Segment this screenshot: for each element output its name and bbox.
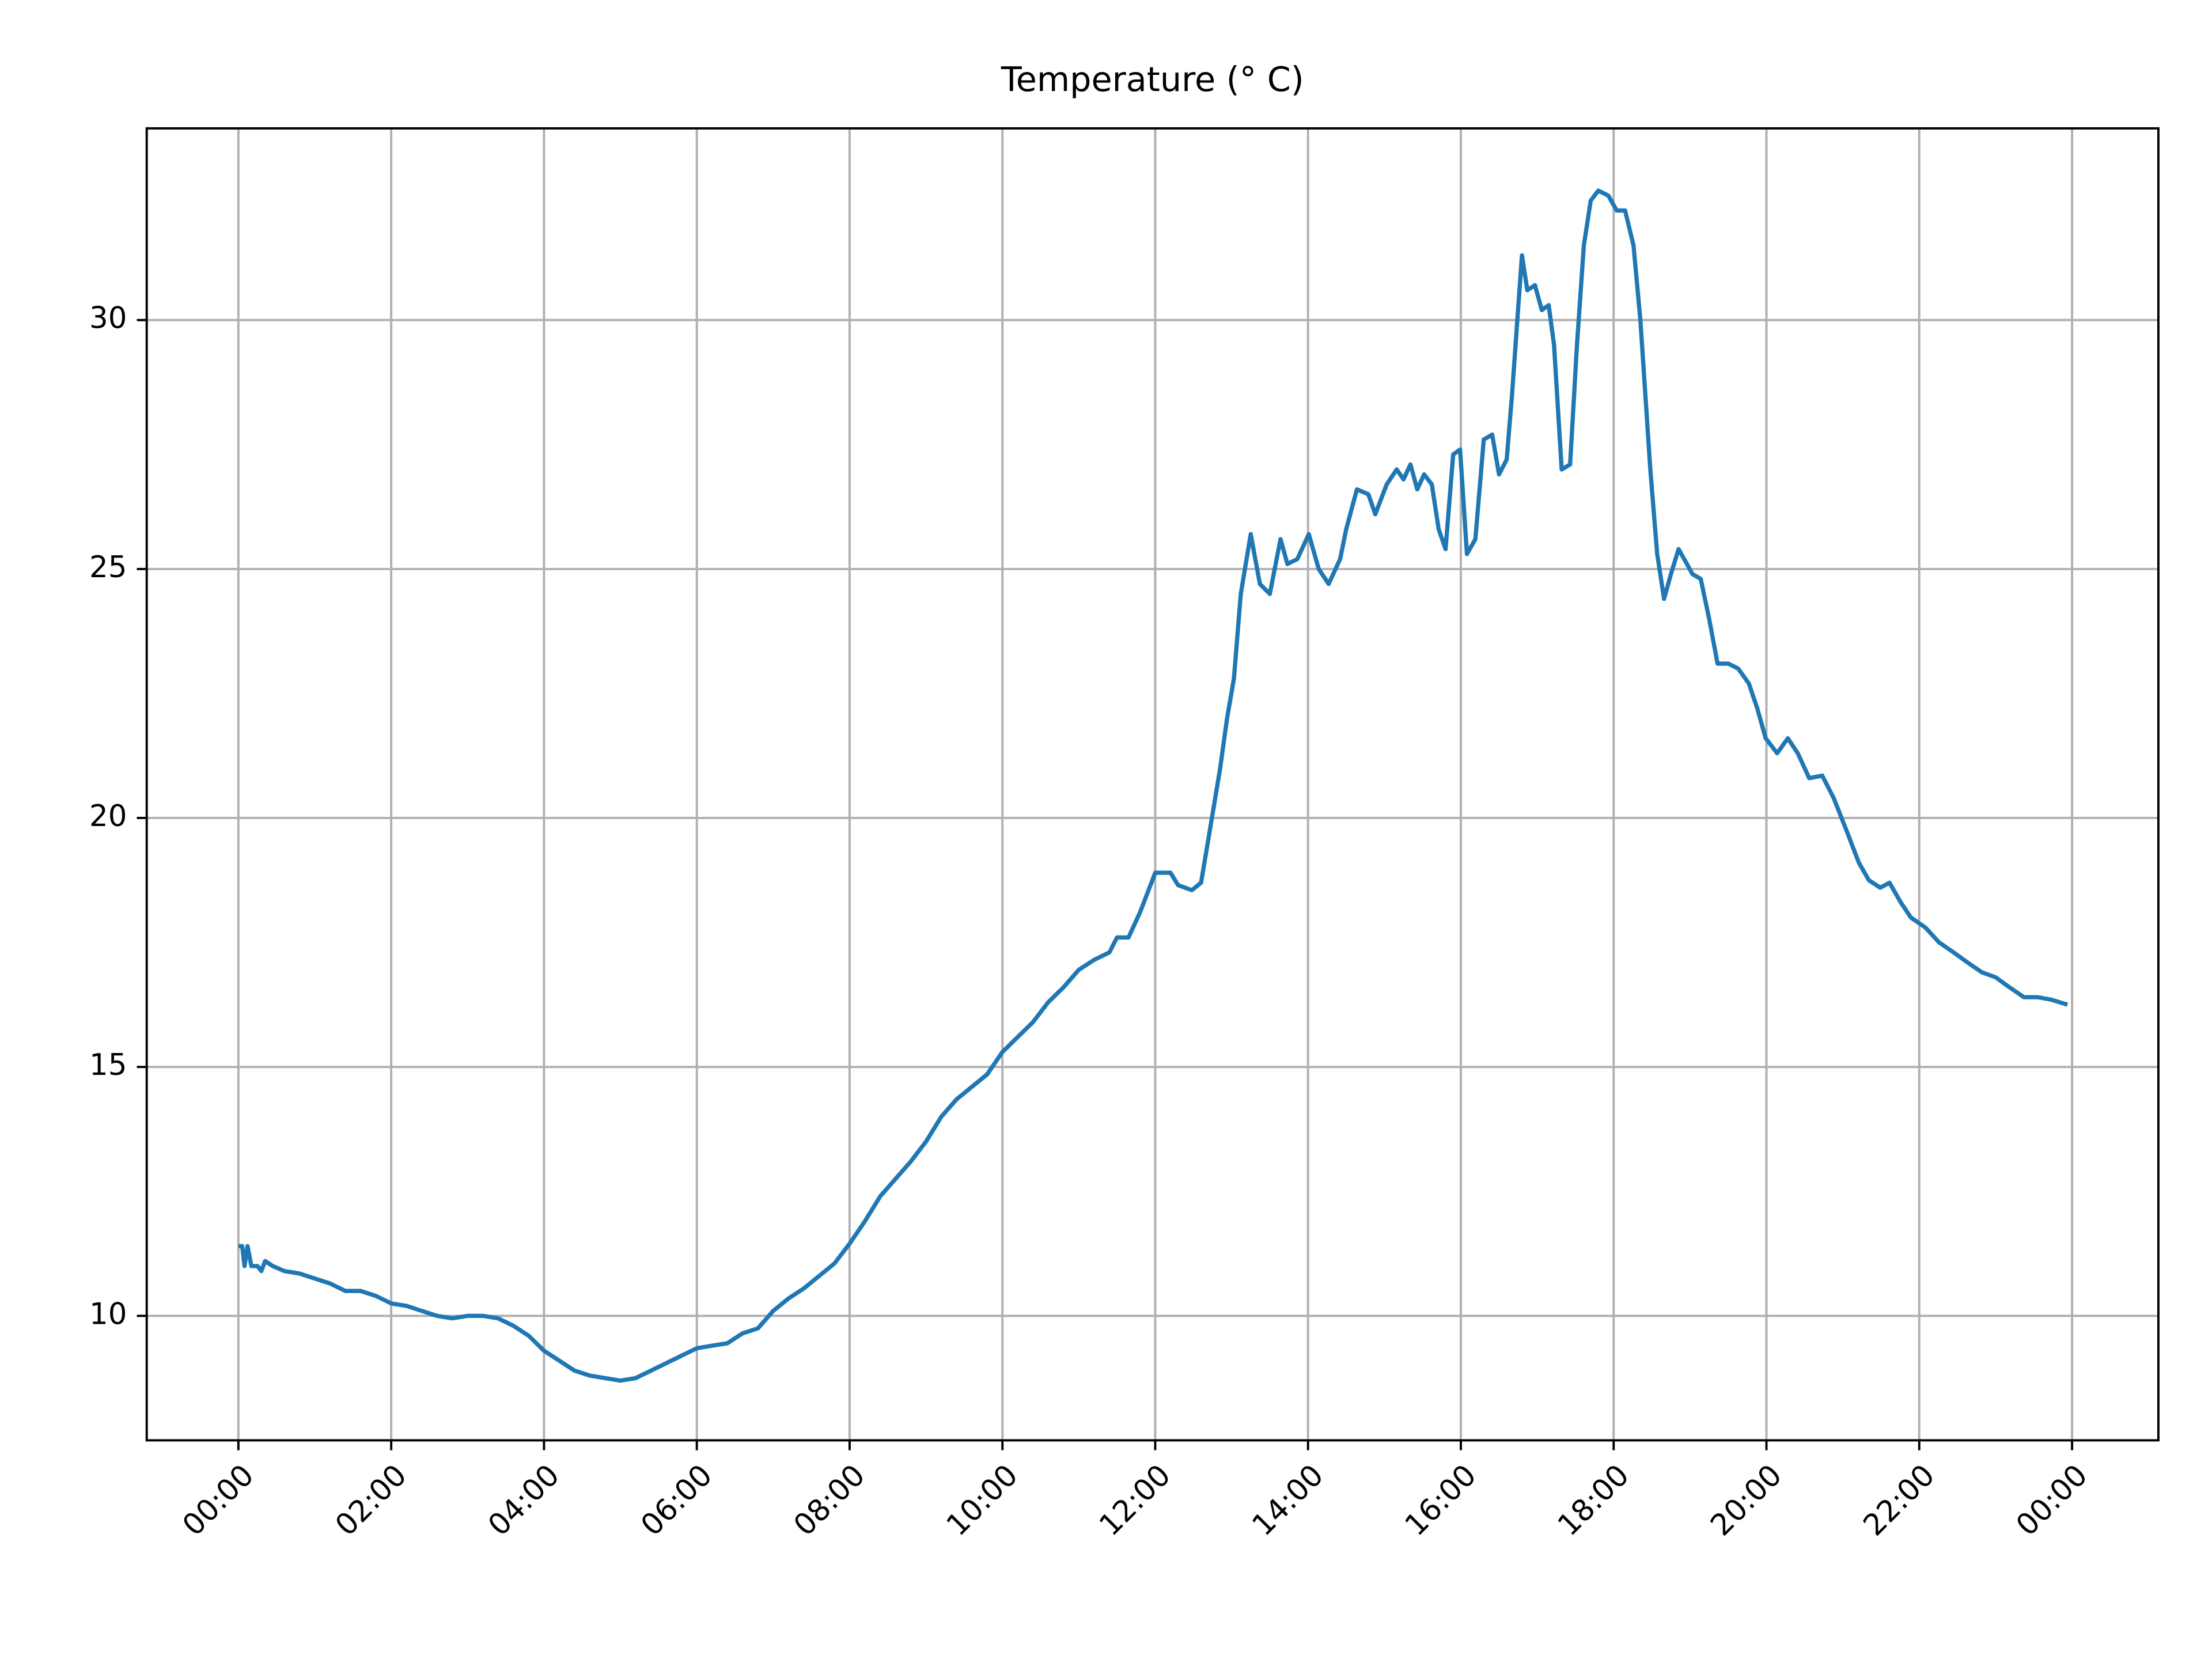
x-tick-label: 04:00	[482, 1458, 566, 1543]
x-tick-label: 18:00	[1551, 1458, 1636, 1543]
x-tick-label: 02:00	[329, 1458, 414, 1543]
y-tick-label: 15	[89, 1048, 127, 1082]
y-tick-label: 25	[89, 550, 127, 585]
x-tick-label: 14:00	[1245, 1458, 1330, 1543]
y-tick-label: 30	[89, 301, 127, 336]
x-tick-label: 00:00	[2010, 1458, 2094, 1543]
x-tick-label: 16:00	[1398, 1458, 1483, 1543]
x-tick-label: 20:00	[1704, 1458, 1789, 1543]
plot-frame	[145, 127, 2160, 1442]
x-tick-label: 08:00	[787, 1458, 872, 1543]
x-tick-label: 10:00	[940, 1458, 1025, 1543]
x-tick-label: 12:00	[1093, 1458, 1177, 1543]
line	[238, 188, 2069, 1383]
y-tick-label: 10	[89, 1297, 127, 1331]
chart-title: Temperature (° C)	[1001, 59, 1304, 99]
y-tick-label: 20	[89, 799, 127, 834]
x-tick-label: 06:00	[634, 1458, 719, 1543]
x-tick-label: 00:00	[176, 1458, 260, 1543]
x-tick-label: 22:00	[1857, 1458, 1941, 1543]
